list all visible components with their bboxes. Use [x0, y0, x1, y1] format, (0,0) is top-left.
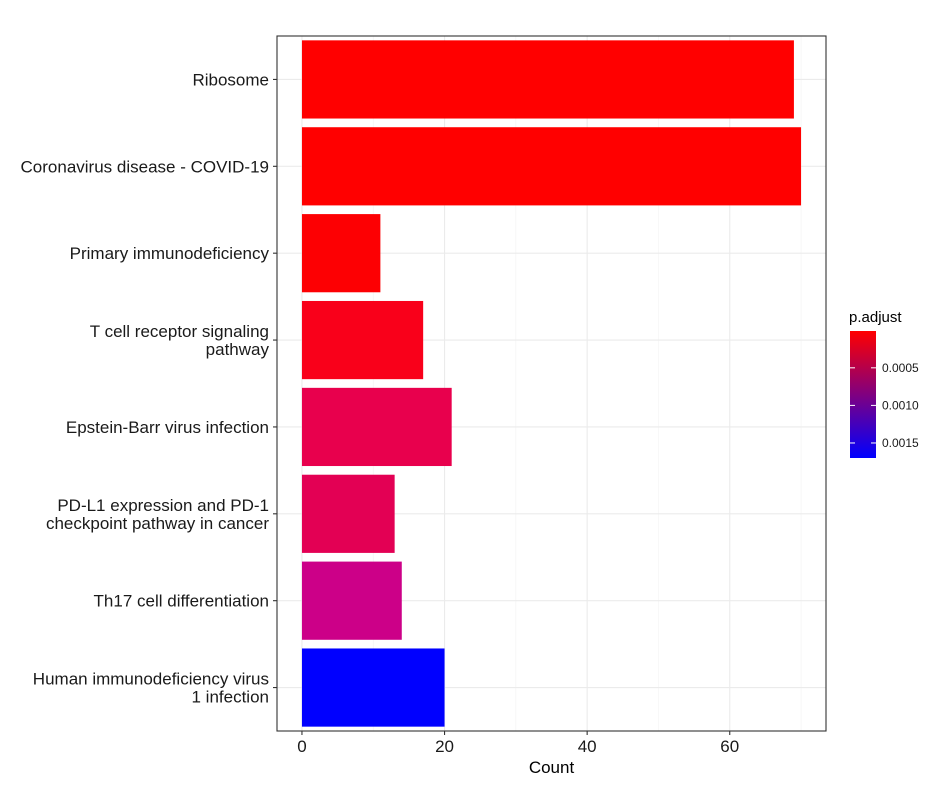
bar	[301, 127, 802, 206]
x-tick-label: 20	[435, 737, 454, 756]
bar	[301, 300, 424, 380]
x-tick-label: 0	[297, 737, 306, 756]
x-tick-label: 60	[720, 737, 739, 756]
y-category-label-line: Coronavirus disease - COVID-19	[21, 157, 269, 176]
y-category-label: PD-L1 expression and PD-1 checkpoint path…	[46, 496, 269, 533]
y-category-label-line: pathway	[206, 340, 270, 359]
color-legend: p.adjust 0.0005 0.0010 0.0015	[849, 309, 919, 458]
y-category-label-line: T cell receptor signaling	[90, 322, 269, 341]
bar	[301, 387, 452, 467]
y-category-label-line: 1 infection	[192, 688, 270, 707]
y-category-label: Human immunodeficiency virus 1 infection	[33, 670, 269, 707]
y-category-label-line: Human immunodeficiency virus	[33, 670, 269, 689]
y-category-label: Epstein-Barr virus infection	[66, 418, 269, 437]
y-category-label: Primary immunodeficiency	[70, 244, 270, 263]
legend-tick-label: 0.0015	[882, 436, 919, 450]
y-category-label-line: Ribosome	[192, 70, 269, 89]
y-axis-ticks: Ribosome Coronavirus disease - COVID-19 Pr…	[21, 70, 277, 707]
y-category-label: Ribosome	[192, 70, 269, 89]
plot-panel-border	[276, 35, 827, 732]
bars	[301, 40, 802, 727]
legend-title: p.adjust	[849, 309, 902, 326]
bar	[301, 648, 445, 727]
legend-colorbar	[850, 331, 876, 458]
y-category-label-line: Th17 cell differentiation	[94, 592, 269, 611]
y-category-label-line: PD-L1 expression and PD-1	[57, 496, 269, 515]
bar	[301, 214, 381, 293]
y-category-label-line: Epstein-Barr virus infection	[66, 418, 269, 437]
y-category-label-line: checkpoint pathway in cancer	[46, 514, 269, 533]
bar	[301, 40, 794, 119]
bar	[301, 561, 402, 640]
legend-ticks: 0.0005 0.0010 0.0015	[850, 361, 919, 450]
x-tick-label: 40	[578, 737, 597, 756]
bar	[301, 474, 395, 553]
y-category-label: Th17 cell differentiation	[94, 592, 269, 611]
legend-tick-label: 0.0010	[882, 398, 919, 412]
y-category-label: T cell receptor signaling pathway	[90, 322, 270, 359]
x-axis-title: Count	[529, 758, 575, 777]
y-category-label-line: Primary immunodeficiency	[70, 244, 270, 263]
x-axis-ticks: 0 20 40 60	[297, 731, 739, 756]
legend-tick-label: 0.0005	[882, 361, 919, 375]
y-category-label: Coronavirus disease - COVID-19	[21, 157, 269, 176]
